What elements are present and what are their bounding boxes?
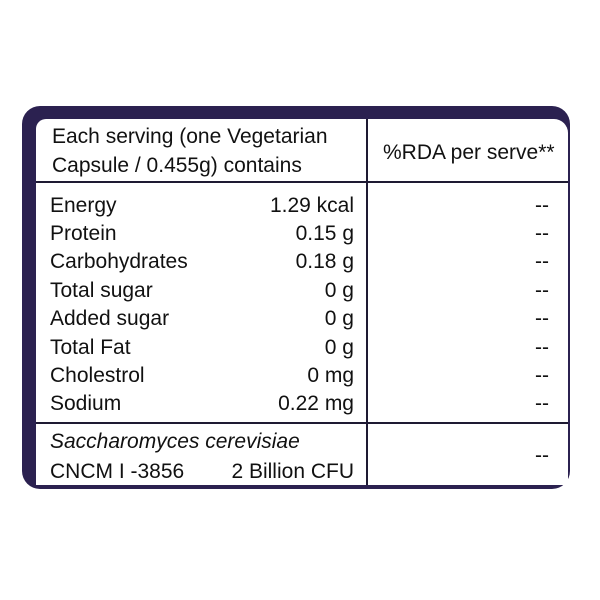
strain-cfu: 2 Billion CFU <box>231 460 354 483</box>
rda-header: %RDA per serve** <box>383 141 555 164</box>
serving-header-line-2: Capsule / 0.455g) contains <box>52 154 302 177</box>
nutrient-name-carbohydrates: Carbohydrates <box>50 250 188 273</box>
nutrient-value-added-sugar: 0 g <box>324 307 354 330</box>
header-divider <box>36 181 568 183</box>
nutrient-name-total-fat: Total Fat <box>50 336 131 359</box>
serving-header-line-1: Each serving (one Vegetarian <box>52 125 328 148</box>
column-divider <box>366 119 368 485</box>
nutrient-value-cholestrol: 0 mg <box>307 364 354 387</box>
nutrient-rda-cholestrol: -- <box>535 364 549 387</box>
nutrient-value-total-sugar: 0 g <box>324 279 354 302</box>
nutrient-name-cholestrol: Cholestrol <box>50 364 145 387</box>
nutrient-name-total-sugar: Total sugar <box>50 279 153 302</box>
nutrient-value-energy: 1.29 kcal <box>269 194 354 217</box>
nutrient-value-total-fat: 0 g <box>324 336 354 359</box>
nutrient-name-sodium: Sodium <box>50 392 122 415</box>
nutrient-name-added-sugar: Added sugar <box>50 307 170 330</box>
nutrient-name-energy: Energy <box>50 194 117 217</box>
nutrient-rda-added-sugar: -- <box>535 307 549 330</box>
nutrient-rda-energy: -- <box>535 194 549 217</box>
nutrient-rda-protein: -- <box>535 222 549 245</box>
nutrient-name-protein: Protein <box>50 222 117 245</box>
strain-divider <box>36 422 568 424</box>
nutrient-rda-carbohydrates: -- <box>535 250 549 273</box>
strain-name: Saccharomyces cerevisiae <box>50 430 300 453</box>
nutrient-rda-sodium: -- <box>535 392 549 415</box>
nutrient-value-sodium: 0.22 mg <box>278 392 354 415</box>
nutrition-panel <box>36 119 568 485</box>
serving-size-header: Each serving (one Vegetarian Capsule / 0… <box>52 122 328 180</box>
nutrient-value-protein: 0.15 g <box>295 222 354 245</box>
nutrient-rda-total-sugar: -- <box>535 279 549 302</box>
strain-id: CNCM I -3856 <box>50 460 185 483</box>
strain-rda: -- <box>535 444 549 467</box>
nutrient-value-carbohydrates: 0.18 g <box>295 250 354 273</box>
nutrient-rda-total-fat: -- <box>535 336 549 359</box>
